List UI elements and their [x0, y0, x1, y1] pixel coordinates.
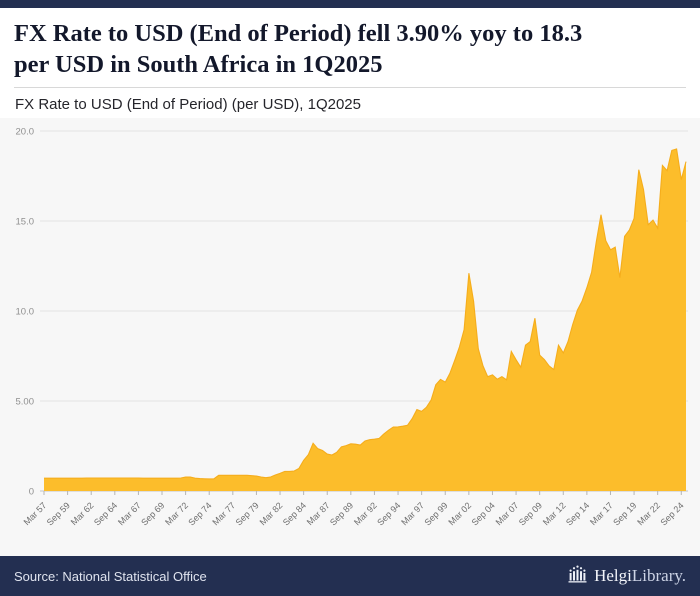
svg-text:Sep 24: Sep 24 [658, 500, 685, 527]
svg-text:15.0: 15.0 [16, 217, 35, 228]
brand-name: HelgiLibrary. [594, 566, 686, 585]
svg-text:Mar 57: Mar 57 [22, 500, 49, 527]
source-text: Source: National Statistical Office [14, 568, 207, 584]
brand: HelgiLibrary. [568, 564, 686, 588]
svg-text:Mar 22: Mar 22 [635, 500, 662, 527]
footer-bar: Source: National Statistical Office [0, 556, 700, 596]
area-series [44, 149, 686, 491]
svg-text:Mar 12: Mar 12 [541, 500, 568, 527]
svg-text:Sep 94: Sep 94 [375, 500, 402, 527]
svg-text:Mar 72: Mar 72 [163, 500, 190, 527]
chart-area: 0 5.00 10.0 15.0 20.0 Mar 57 Sep 59 Mar 62 Sep 6… [0, 118, 700, 556]
svg-text:Sep 19: Sep 19 [611, 500, 638, 527]
svg-text:Mar 07: Mar 07 [494, 500, 521, 527]
svg-text:20.0: 20.0 [16, 127, 35, 138]
svg-text:Sep 69: Sep 69 [139, 500, 166, 527]
title-divider [14, 87, 686, 88]
svg-text:Sep 09: Sep 09 [517, 500, 544, 527]
svg-text:Mar 67: Mar 67 [116, 500, 143, 527]
svg-text:Mar 82: Mar 82 [258, 500, 285, 527]
page-title-line-1: FX Rate to USD (End of Period) fell 3.90… [14, 20, 583, 47]
svg-text:Sep 89: Sep 89 [328, 500, 355, 527]
svg-text:Mar 02: Mar 02 [446, 500, 473, 527]
svg-text:Sep 79: Sep 79 [234, 500, 261, 527]
svg-text:Mar 77: Mar 77 [210, 500, 237, 527]
svg-text:Sep 84: Sep 84 [281, 500, 308, 527]
svg-text:Sep 74: Sep 74 [186, 500, 213, 527]
svg-text:Sep 64: Sep 64 [92, 500, 119, 527]
svg-text:10.0: 10.0 [16, 307, 35, 318]
svg-text:Mar 97: Mar 97 [399, 500, 426, 527]
helgi-columns-logo-icon [568, 564, 587, 588]
svg-text:5.00: 5.00 [16, 397, 35, 408]
svg-text:Mar 92: Mar 92 [352, 500, 379, 527]
chart-subtitle: FX Rate to USD (End of Period) (per USD)… [15, 96, 361, 113]
page-title-line-2: per USD in South Africa in 1Q2025 [14, 51, 383, 78]
svg-text:Mar 62: Mar 62 [69, 500, 96, 527]
header: FX Rate to USD (End of Period) fell 3.90… [0, 8, 700, 119]
svg-text:Sep 99: Sep 99 [422, 500, 449, 527]
svg-text:Sep 59: Sep 59 [45, 500, 72, 527]
svg-text:0: 0 [29, 487, 34, 498]
svg-text:Sep 14: Sep 14 [564, 500, 591, 527]
svg-text:Mar 17: Mar 17 [588, 500, 615, 527]
svg-text:Sep 04: Sep 04 [470, 500, 497, 527]
top-accent-bar [0, 0, 700, 8]
svg-text:Mar 87: Mar 87 [305, 500, 332, 527]
